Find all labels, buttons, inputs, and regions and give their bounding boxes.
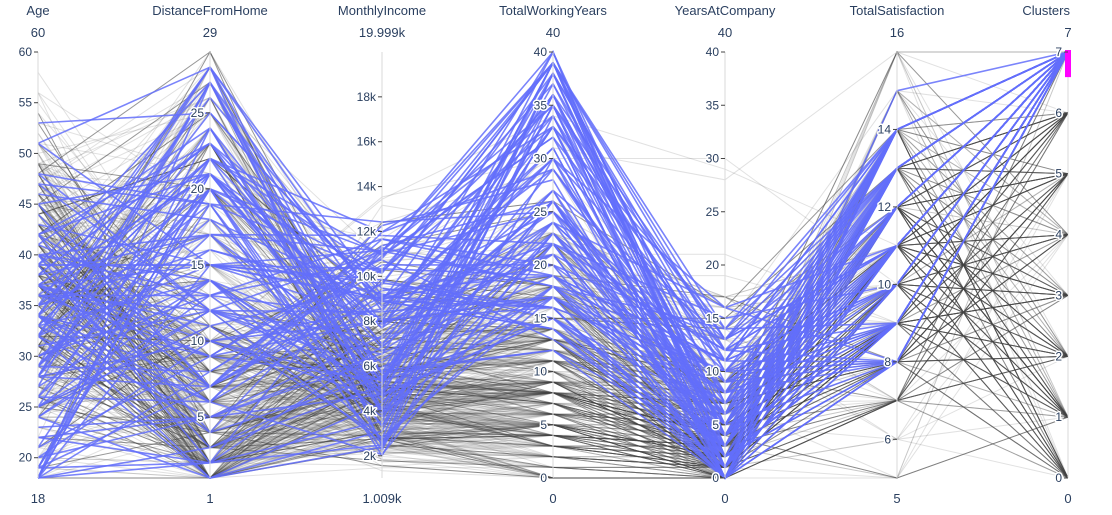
tick-label: 12k xyxy=(357,224,377,238)
tick-label: 5 xyxy=(1055,167,1062,181)
tick-label: 30 xyxy=(706,152,720,166)
tick-label: 5 xyxy=(540,418,547,432)
axis-monthlyincome[interactable]: 2k 4k 6k 8k 10k 12k 14k 16k 18k MonthlyIncome 19.9… xyxy=(338,3,426,506)
tick-label: 10k xyxy=(357,269,377,283)
tick-label: 0 xyxy=(1055,471,1062,485)
tick-label: 50 xyxy=(19,146,33,160)
tick-label: 10 xyxy=(534,365,548,379)
tick-label: 35 xyxy=(534,98,548,112)
axis-max-label: 16 xyxy=(890,25,904,40)
axis-min-label: 18 xyxy=(31,491,45,506)
tick-label: 15 xyxy=(191,258,205,272)
tick-label: 2 xyxy=(1055,349,1062,363)
tick-label: 6k xyxy=(363,359,377,373)
axes: 202530354045505560Age6018510152025Distan… xyxy=(17,3,1071,506)
axis-age[interactable]: 20 25 30 35 40 45 50 55 60 Age 60 18 xyxy=(17,3,50,506)
axis-min-label: 0 xyxy=(549,491,556,506)
axis-min-label: 5 xyxy=(893,491,900,506)
tick-label: 30 xyxy=(19,349,33,363)
axis-max-label: 19.999k xyxy=(359,25,406,40)
tick-label: 16k xyxy=(357,135,377,149)
tick-label: 10 xyxy=(191,334,205,348)
tick-label: 15 xyxy=(534,311,548,325)
tick-label: 10 xyxy=(706,365,720,379)
axis-max-label: 7 xyxy=(1064,25,1071,40)
axis-distancefromhome[interactable]: 5 10 15 20 25 DistanceFromHome 29 1 xyxy=(152,3,268,506)
axis-totalworkingyears[interactable]: 0 5 10 15 20 25 30 35 40 TotalWorkingYears 40 0 xyxy=(499,3,607,506)
tick-label: 6 xyxy=(1055,106,1062,120)
tick-label: 35 xyxy=(19,299,33,313)
tick-label: 0 xyxy=(540,471,547,485)
tick-label: 25 xyxy=(534,205,548,219)
axis-title[interactable]: Clusters xyxy=(1022,3,1070,18)
axis-title[interactable]: TotalSatisfaction xyxy=(850,3,945,18)
tick-label: 18k xyxy=(357,90,377,104)
tick-label: 1 xyxy=(1055,410,1062,424)
tick-label: 15 xyxy=(706,311,720,325)
tick-label: 45 xyxy=(19,197,33,211)
axis-title[interactable]: MonthlyIncome xyxy=(338,3,426,18)
tick-label: 0 xyxy=(712,471,719,485)
tick-label: 40 xyxy=(534,45,548,59)
tick-label: 20 xyxy=(191,182,205,196)
axis-yearsatcompany[interactable]: 0 5 10 15 20 25 30 35 40 YearsAtCompany 40 0 xyxy=(675,3,776,506)
tick-label: 20 xyxy=(706,258,720,272)
tick-label: 20 xyxy=(19,451,33,465)
axis-min-label: 0 xyxy=(1064,491,1071,506)
tick-label: 25 xyxy=(191,106,205,120)
tick-label: 5 xyxy=(712,418,719,432)
tick-label: 14k xyxy=(357,180,377,194)
tick-label: 40 xyxy=(706,45,720,59)
axis-max-label: 60 xyxy=(31,25,45,40)
axis-title[interactable]: DistanceFromHome xyxy=(152,3,268,18)
tick-label: 10 xyxy=(878,277,892,291)
tick-label: 25 xyxy=(706,205,720,219)
axis-totalsatisfaction[interactable]: 6 8 10 12 14 TotalSatisfaction 16 5 xyxy=(850,3,945,506)
axis-title[interactable]: Age xyxy=(26,3,49,18)
tick-label: 30 xyxy=(534,152,548,166)
tick-label: 25 xyxy=(19,400,33,414)
axis-max-label: 40 xyxy=(546,25,560,40)
axis-min-label: 1.009k xyxy=(362,491,402,506)
tick-label: 2k xyxy=(363,449,377,463)
tick-label: 3 xyxy=(1055,288,1062,302)
tick-label: 60 xyxy=(19,45,33,59)
tick-label: 5 xyxy=(197,410,204,424)
tick-label: 6 xyxy=(884,432,891,446)
tick-label: 8k xyxy=(363,314,377,328)
axis-max-label: 29 xyxy=(203,25,217,40)
axis-clusters[interactable]: 0 1 2 3 4 5 6 7 Clusters 7 0 xyxy=(1022,3,1071,506)
tick-label: 14 xyxy=(878,122,892,136)
axis-min-label: 1 xyxy=(206,491,213,506)
tick-label: 4k xyxy=(363,404,377,418)
tick-label: 12 xyxy=(878,200,892,214)
tick-label: 35 xyxy=(706,98,720,112)
tick-label: 55 xyxy=(19,96,33,110)
tick-label: 8 xyxy=(884,355,891,369)
tick-label: 20 xyxy=(534,258,548,272)
constraint-range-bar[interactable] xyxy=(1065,50,1071,78)
tick-label: 7 xyxy=(1055,45,1062,59)
tick-label: 40 xyxy=(19,248,33,262)
axis-max-label: 40 xyxy=(718,25,732,40)
tick-label: 4 xyxy=(1055,228,1062,242)
axis-min-label: 0 xyxy=(721,491,728,506)
axis-title[interactable]: YearsAtCompany xyxy=(675,3,776,18)
axis-title[interactable]: TotalWorkingYears xyxy=(499,3,607,18)
